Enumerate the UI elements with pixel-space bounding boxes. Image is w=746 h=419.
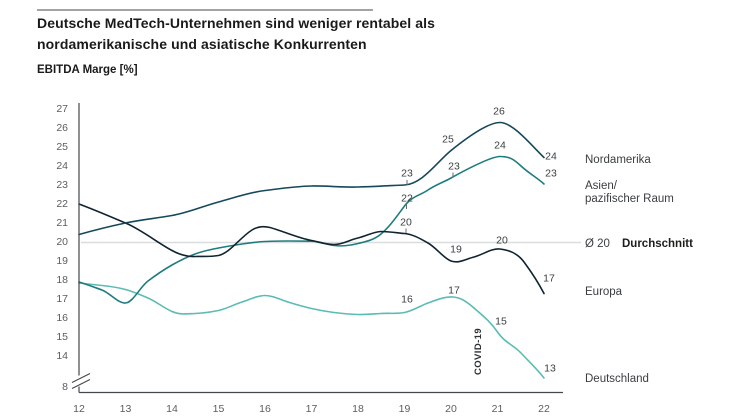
point-label-deutschland-19: 16: [401, 293, 413, 306]
y-axis-tick-label: 27: [56, 102, 68, 115]
point-label-europa-20: 19: [450, 243, 462, 256]
y-axis-tick-label: 14: [56, 350, 68, 363]
average-value-label: Ø 20: [585, 238, 610, 250]
point-label-deutschland-22: 13: [544, 362, 556, 375]
series-label-deutschland: Deutschland: [585, 373, 649, 385]
point-label-asien-20: 23: [448, 160, 460, 173]
axis-break-marks: [71, 373, 91, 389]
point-label-europa-21: 20: [496, 234, 508, 247]
y-axis-tick-label: 20: [56, 236, 68, 249]
top-divider-rule: [37, 9, 373, 11]
deutschland-line: [78, 282, 545, 379]
page-title: Deutsche MedTech-Unternehmen sind wenige…: [37, 13, 597, 55]
y-axis-tick-label: 21: [56, 217, 68, 229]
x-axis-tick-label: 21: [491, 403, 504, 415]
y-axis-tick-label: 25: [56, 140, 68, 153]
y-axis-tick-label: 18: [56, 274, 68, 287]
y-axis-tick-label: 23: [56, 178, 68, 191]
point-label-nordamerika-20: 25: [442, 133, 454, 146]
y-axis-tick-label: 17: [56, 293, 68, 306]
x-axis-tick-label: 20: [445, 403, 457, 415]
series-label-europa: Europa: [585, 286, 623, 298]
asien-line: [78, 155, 545, 304]
y-axis-tick-label: 15: [56, 331, 68, 344]
point-label-nordamerika-21: 26: [493, 105, 505, 118]
y-axis-tick-label: 24: [56, 159, 68, 172]
x-axis-tick-label: 17: [305, 403, 318, 415]
y-axis-tick-label: 22: [56, 197, 68, 210]
x-axis-tick-label: 19: [398, 403, 411, 415]
point-label-nordamerika-19: 23: [401, 167, 413, 180]
series-label-asien-line2: pazifischer Raum: [585, 193, 674, 205]
x-axis-tick-label: 16: [259, 403, 271, 415]
y-axis-break-tick-label: 8: [62, 381, 68, 393]
page-title-line2: nordamerikanische und asiatische Konkurr…: [37, 36, 367, 52]
series-label-asien-line1: Asien/: [585, 180, 617, 192]
y-axis-tick-label: 19: [56, 255, 68, 268]
x-axis-tick-label: 15: [212, 403, 225, 415]
y-axis-title: EBITDA Marge [%]: [37, 64, 138, 76]
label-tick-marks: [405, 172, 454, 233]
point-label-europa-22: 17: [543, 272, 555, 285]
y-axis-tick-label: 26: [56, 121, 68, 134]
nordamerika-line: [78, 121, 545, 236]
x-axis-tick-label: 12: [73, 403, 85, 415]
x-axis-tick-label: 22: [538, 403, 550, 415]
series-label-nordamerika: Nordamerika: [585, 154, 651, 166]
covid-19-annotation: COVID-19: [473, 327, 484, 375]
point-label-deutschland-21: 15: [495, 315, 507, 328]
x-axis-tick-label: 14: [166, 403, 178, 415]
point-label-europa-19: 20: [400, 216, 412, 229]
average-name-label: Durchschnitt: [622, 238, 693, 250]
page-title-line1: Deutsche MedTech-Unternehmen sind wenige…: [37, 15, 436, 31]
series-label-asien: Asien/ pazifischer Raum: [585, 180, 674, 206]
point-label-asien-19: 22: [401, 192, 413, 205]
point-label-nordamerika-22: 24: [545, 150, 557, 163]
point-label-deutschland-20: 17: [448, 284, 460, 297]
point-label-asien-21: 24: [494, 139, 506, 152]
x-axis-tick-label: 13: [119, 403, 132, 415]
y-axis-tick-label: 16: [56, 312, 68, 325]
x-axis-tick-label: 18: [352, 403, 364, 415]
point-label-asien-22: 23: [545, 167, 557, 180]
europa-line: [78, 203, 545, 295]
